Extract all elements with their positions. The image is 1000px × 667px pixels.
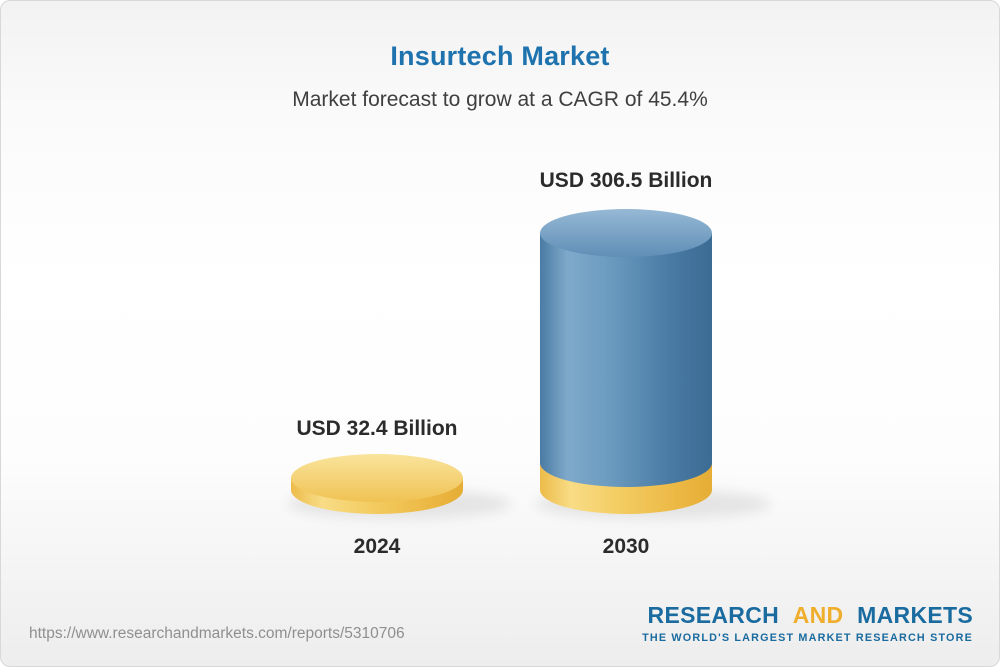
logo-tagline: THE WORLD'S LARGEST MARKET RESEARCH STOR… — [642, 632, 973, 644]
logo-word-and: AND — [792, 602, 844, 628]
value-label-2024: USD 32.4 Billion — [296, 417, 458, 440]
source-url[interactable]: https://www.researchandmarkets.com/repor… — [29, 625, 405, 642]
logo-wordmark: RESEARCH AND MARKETS — [642, 602, 973, 629]
chart-subtitle: Market forecast to grow at a CAGR of 45.… — [292, 88, 708, 111]
logo-word-markets: MARKETS — [857, 602, 973, 628]
category-label-2024: 2024 — [353, 535, 401, 558]
bar-2030 — [540, 209, 712, 514]
category-label-2030: 2030 — [602, 535, 650, 558]
company-logo[interactable]: RESEARCH AND MARKETS THE WORLD'S LARGEST… — [642, 602, 973, 644]
logo-word-research: RESEARCH — [647, 602, 780, 628]
chart-title: Insurtech Market — [390, 41, 610, 71]
value-label-2030: USD 306.5 Billion — [539, 169, 713, 192]
bar-2024 — [291, 454, 463, 514]
